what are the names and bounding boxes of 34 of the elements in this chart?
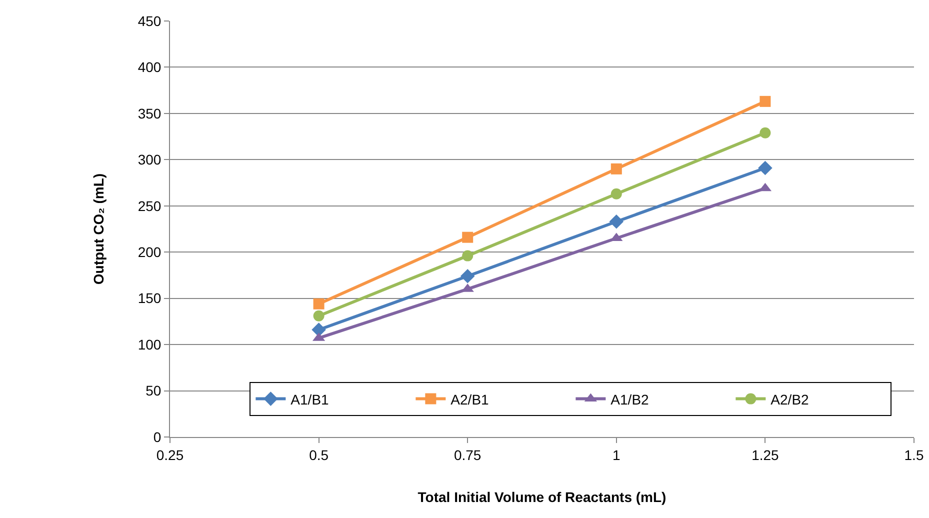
y-axis-title: Output CO₂ (mL) bbox=[90, 173, 106, 285]
x-tick-label: 0.5 bbox=[309, 446, 329, 463]
y-tick-label: 250 bbox=[138, 198, 162, 214]
x-axis-title: Total Initial Volume of Reactants (mL) bbox=[418, 489, 666, 506]
point bbox=[460, 269, 475, 284]
point bbox=[462, 250, 474, 262]
point bbox=[462, 232, 474, 243]
y-tick-label: 0 bbox=[153, 428, 162, 445]
y-tick-label: 50 bbox=[146, 382, 162, 399]
x-tick-label: 0.75 bbox=[454, 446, 482, 463]
point bbox=[760, 96, 771, 107]
legend-label: A2/B2 bbox=[770, 391, 810, 408]
point bbox=[313, 298, 324, 310]
point bbox=[760, 127, 771, 138]
x-tick-label: 1.5 bbox=[904, 446, 924, 463]
point bbox=[609, 214, 624, 229]
legend-label: A2/B1 bbox=[450, 391, 490, 408]
y-tick-label: 400 bbox=[138, 59, 162, 76]
y-tick-label: 100 bbox=[138, 336, 162, 352]
point bbox=[313, 310, 324, 322]
y-tick-label: 300 bbox=[138, 152, 162, 168]
point bbox=[312, 322, 326, 337]
legend-label: A1/B2 bbox=[610, 391, 650, 408]
y-tick-label: 150 bbox=[138, 290, 162, 306]
y-tick-label: 350 bbox=[138, 105, 162, 122]
point bbox=[610, 188, 622, 200]
point bbox=[610, 163, 622, 174]
y-tick-label: 200 bbox=[138, 244, 162, 260]
x-tick-label: 1 bbox=[612, 446, 620, 463]
point bbox=[758, 160, 772, 176]
x-tick-label: 1.25 bbox=[752, 446, 780, 463]
x-tick-label: 0.25 bbox=[156, 446, 184, 463]
legend-label: A1/B1 bbox=[290, 391, 330, 408]
y-tick-label: 450 bbox=[138, 12, 162, 29]
